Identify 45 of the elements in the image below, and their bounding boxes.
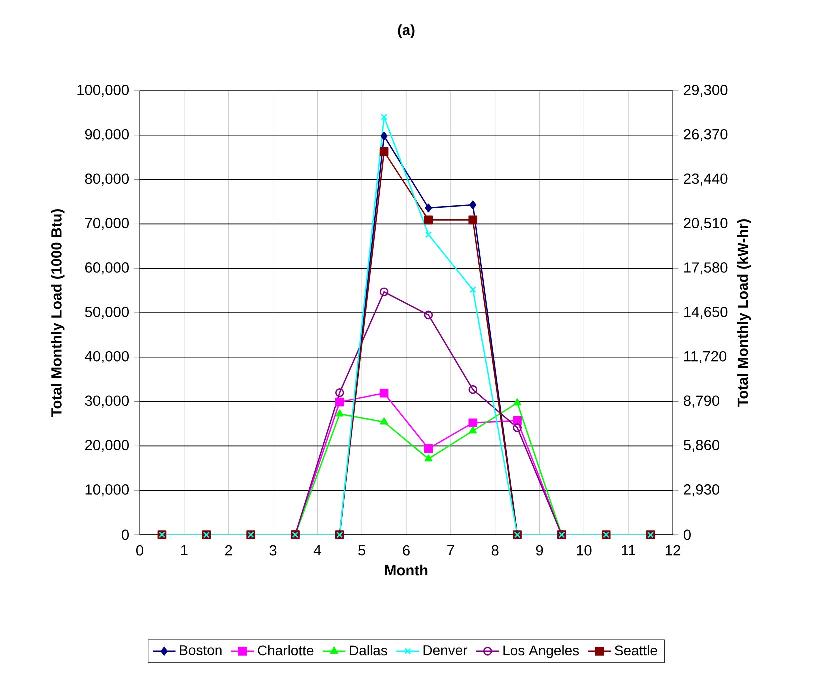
y2-tick-label: 0	[684, 530, 691, 540]
x-tick-label: 8	[492, 545, 499, 556]
y2-tick-label: 20,510	[684, 218, 728, 230]
y-tick-label: 30,000	[85, 396, 130, 408]
y2-tick-label: 2,930	[684, 484, 720, 497]
x-tick-label: 6	[403, 545, 410, 556]
x-tick-label: 10	[577, 545, 592, 556]
y-tick-label: 40,000	[85, 351, 130, 364]
chart-title: (a)	[398, 24, 415, 38]
legend-label: Charlotte	[258, 645, 314, 656]
legend-label: Los Angeles	[504, 645, 580, 658]
y2-tick-label: 5,860	[684, 440, 720, 452]
legend-label: Seattle	[615, 645, 658, 656]
x-tick-label: 1	[181, 545, 188, 556]
x-tick-label: 3	[270, 545, 277, 556]
y-tick-label: 90,000	[85, 129, 130, 142]
y-tick-label: 0	[122, 530, 130, 540]
x-tick-label: 7	[448, 545, 454, 556]
x-tick-label: 0	[136, 545, 144, 556]
x-tick-label: 4	[314, 545, 322, 556]
y2-tick-label: 26,370	[684, 129, 728, 142]
legend-label: Denver	[424, 646, 468, 656]
x-axis-title: Month	[386, 564, 428, 576]
y2-tick-label: 8,790	[684, 396, 720, 408]
y-tick-label: 60,000	[86, 262, 130, 275]
y2-tick-label: 23,440	[684, 174, 728, 186]
x-tick-label: 9	[536, 545, 544, 556]
y-axis-title: Total Monthly Load (1000 Btu)	[51, 210, 65, 417]
y-tick-label: 50,000	[85, 306, 130, 320]
legend-label: Dallas	[350, 645, 388, 656]
y-tick-label: 20,000	[85, 440, 130, 452]
y2-tick-label: 14,650	[684, 306, 728, 320]
y2-tick-label: 11,720	[684, 351, 727, 364]
x-tick-label: 5	[358, 545, 366, 556]
y-tick-label: 80,000	[85, 174, 130, 186]
y-tick-label: 70,000	[86, 218, 130, 230]
x-tick-label: 2	[225, 545, 232, 556]
legend-label: Boston	[180, 646, 222, 656]
y-tick-label: 10,000	[86, 484, 130, 497]
x-tick-label: 11	[622, 545, 636, 556]
x-tick-label: 12	[666, 545, 680, 556]
y2-tick-label: 17,580	[684, 262, 728, 275]
y-tick-label: 100,000	[78, 84, 130, 98]
y2-axis-title: Total Monthly Load (kW-hr)	[737, 219, 752, 408]
y2-tick-label: 29,300	[684, 84, 728, 98]
